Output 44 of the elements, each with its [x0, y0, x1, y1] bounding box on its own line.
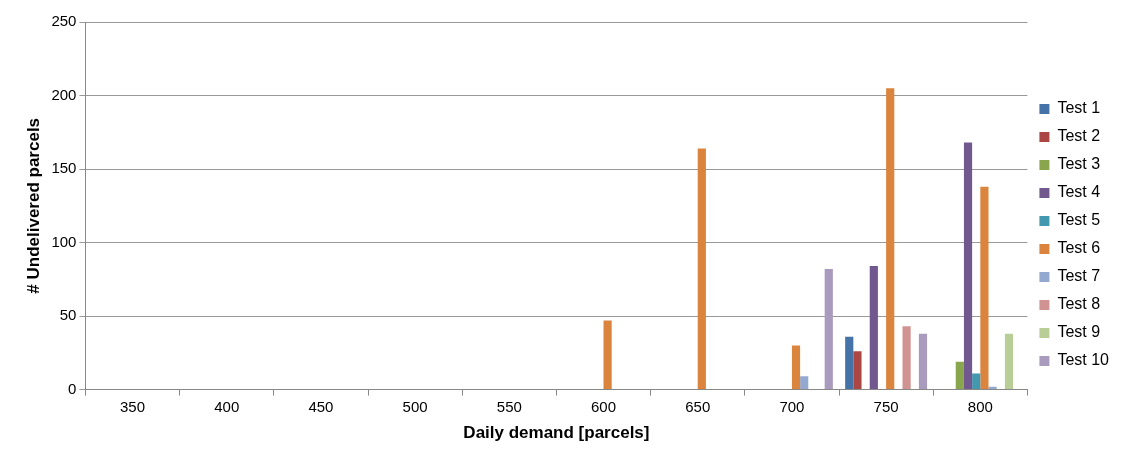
y-tick-label: 100 — [51, 232, 77, 250]
x-tick-label: 450 — [308, 397, 334, 415]
legend-label: Test 1 — [1057, 99, 1101, 117]
legend-label: Test 5 — [1057, 211, 1101, 229]
y-tick-label: 0 — [68, 379, 77, 397]
bar — [955, 361, 964, 390]
bar — [980, 186, 989, 390]
bar — [824, 269, 833, 390]
y-axis-title: # Undelivered parcels — [23, 117, 43, 294]
x-tick-label: 350 — [120, 397, 146, 415]
bar — [918, 333, 928, 390]
y-tick-label: 200 — [51, 85, 77, 103]
bar — [1004, 333, 1014, 390]
x-tick-label: 400 — [214, 397, 240, 415]
legend-label: Test 2 — [1057, 127, 1101, 145]
legend-label: Test 3 — [1057, 155, 1101, 173]
bar — [963, 142, 973, 390]
bar — [603, 320, 612, 390]
bar — [800, 376, 809, 390]
bar — [869, 266, 878, 390]
bar — [791, 345, 801, 390]
x-tick-label: 500 — [402, 397, 428, 415]
bar — [853, 351, 862, 390]
legend-label: Test 4 — [1057, 183, 1101, 201]
x-tick-label: 800 — [967, 397, 993, 415]
bar — [972, 373, 981, 390]
x-tick-label: 650 — [685, 397, 711, 415]
y-tick-label: 250 — [51, 12, 77, 30]
bar — [886, 88, 895, 390]
y-tick-label: 150 — [51, 159, 77, 177]
bar — [697, 148, 706, 390]
legend-label: Test 8 — [1057, 295, 1101, 313]
bar — [845, 336, 854, 390]
x-axis-title: Daily demand [parcels] — [463, 423, 650, 443]
legend-label: Test 7 — [1057, 267, 1101, 285]
legend-label: Test 10 — [1057, 351, 1110, 369]
x-tick-label: 700 — [779, 397, 805, 415]
legend-label: Test 9 — [1057, 323, 1101, 341]
x-tick-label: 600 — [591, 397, 617, 415]
x-tick-label: 550 — [496, 397, 522, 415]
y-tick-label: 50 — [59, 306, 77, 324]
bar — [902, 326, 911, 390]
legend-label: Test 6 — [1057, 239, 1101, 257]
x-tick-label: 750 — [873, 397, 899, 415]
